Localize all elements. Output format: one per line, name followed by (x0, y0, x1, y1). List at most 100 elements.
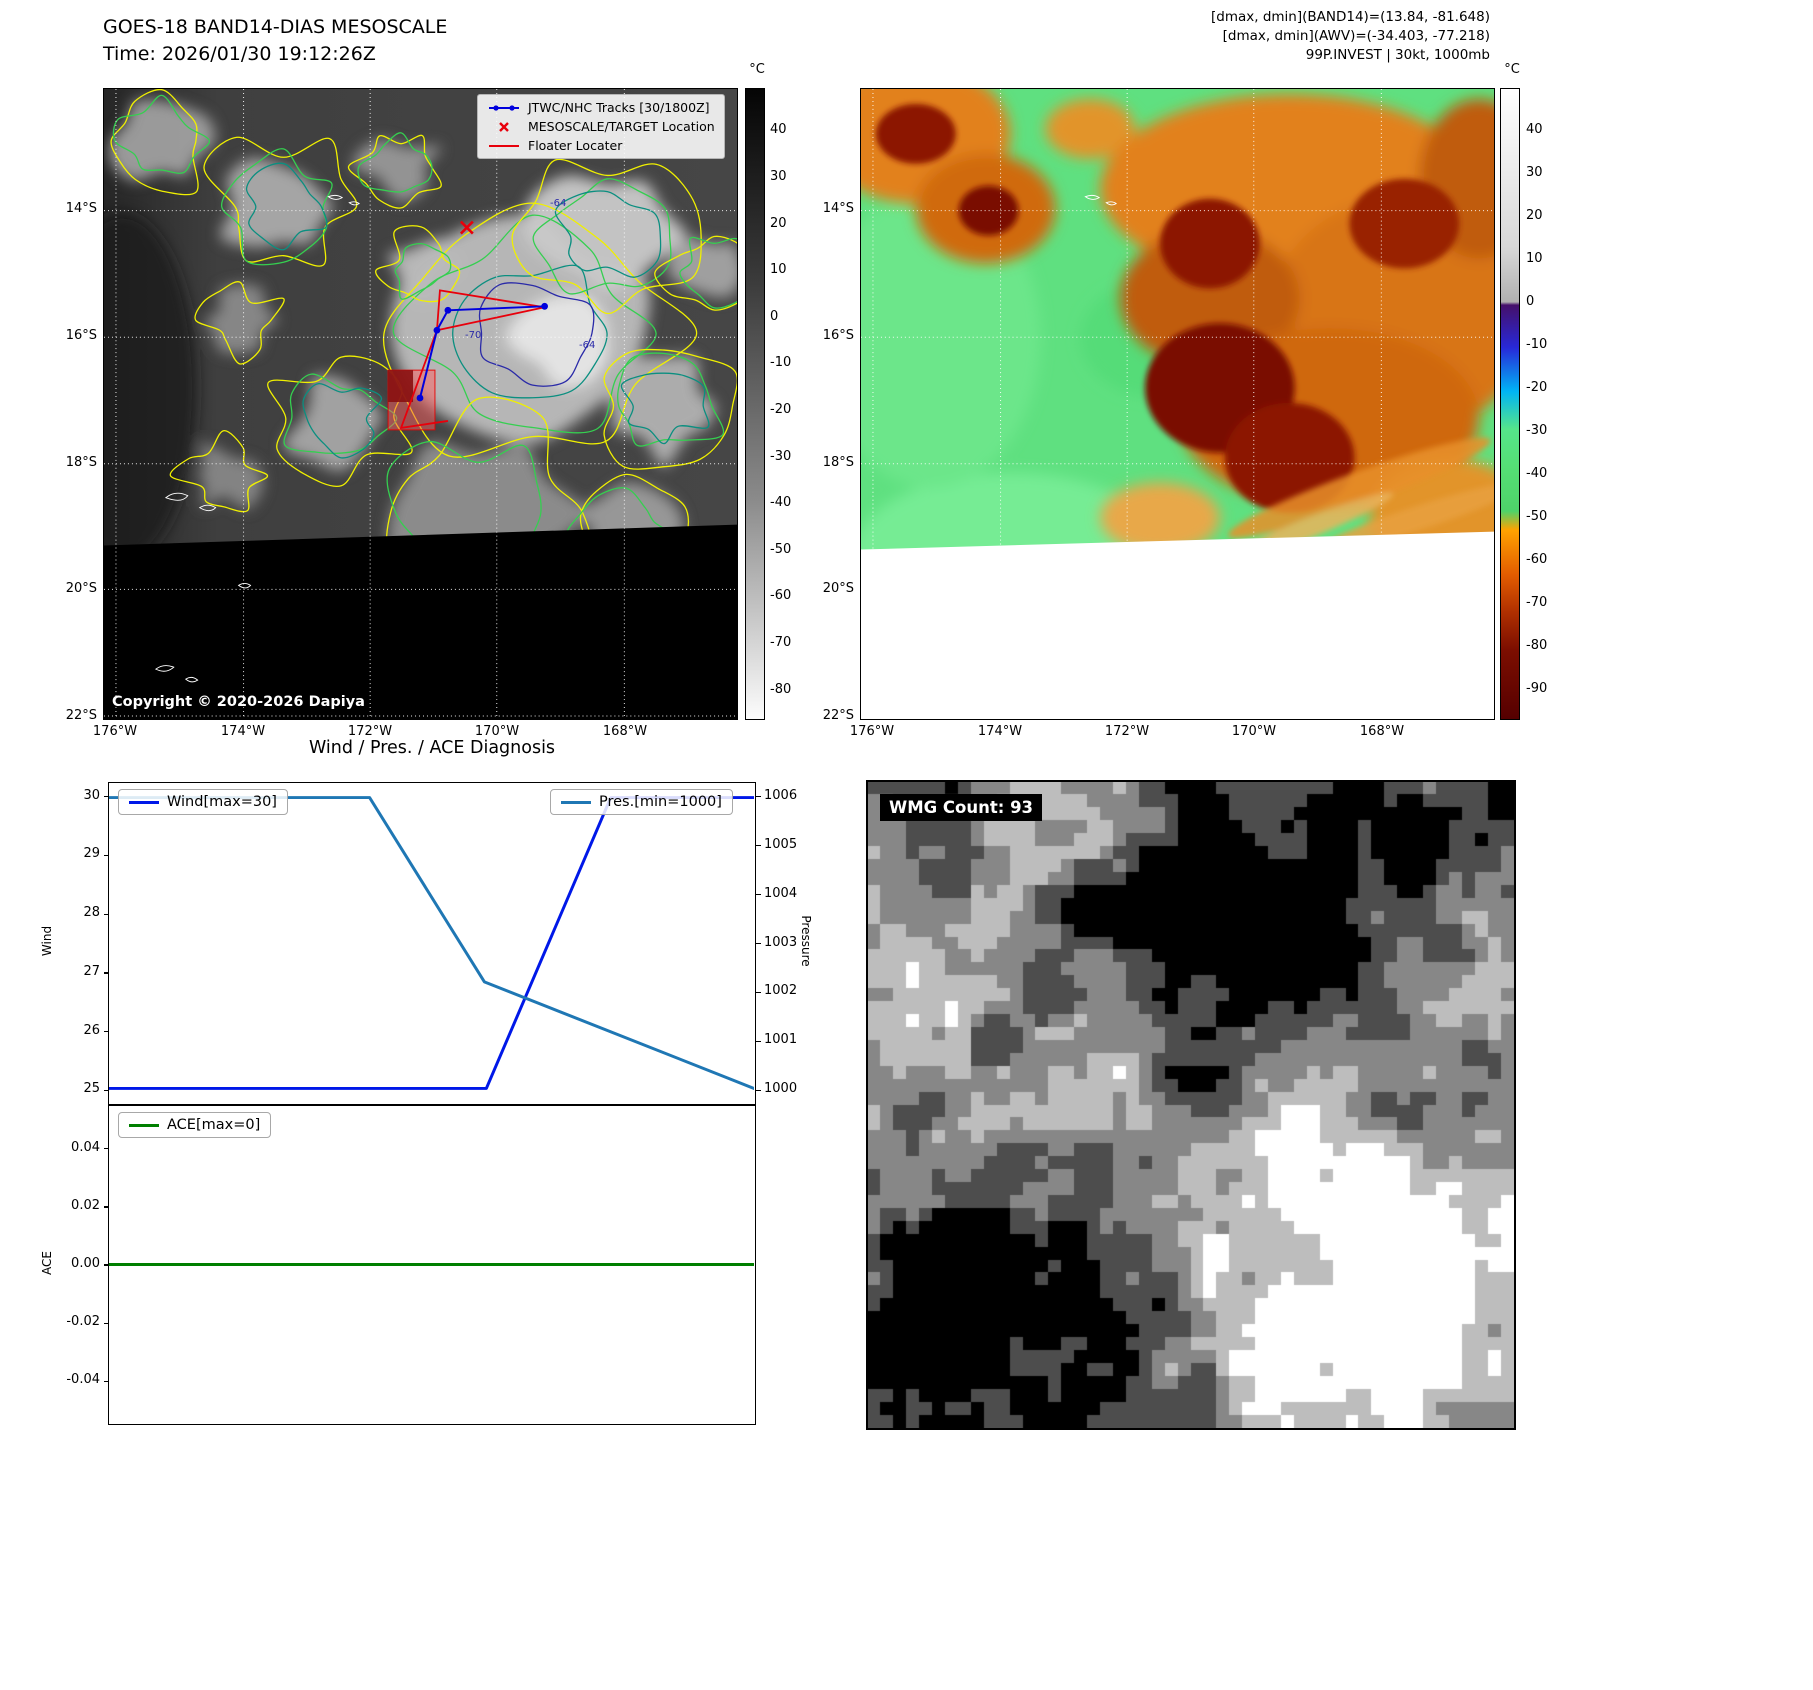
map-y-tick-label: 20°S (65, 581, 97, 596)
b14-island-coastlines (154, 194, 360, 683)
chart-tick-label: 1003 (764, 934, 798, 950)
awv-colorbar-unit: °C (1504, 62, 1520, 77)
dmax-dmin-awv: [dmax, dmin](AWV)=(-34.403, -77.218) (1222, 28, 1490, 44)
contour-value-label: -64 (550, 198, 567, 209)
map-x-tick-label: 172°W (347, 724, 393, 739)
colorbar-tick-label: 30 (1526, 165, 1543, 181)
b14-jtwc-track (416, 302, 548, 402)
colorbar-tick-label: -60 (770, 588, 792, 604)
band14-colorbar (745, 88, 765, 720)
colorbar-tick-label: -50 (770, 541, 792, 557)
band14-satellite-map (103, 88, 738, 720)
band14-map-legend: JTWC/NHC Tracks [30/1800Z] MESOSCALE/TARG… (477, 94, 725, 159)
wmg-count-badge: WMG Count: 93 (880, 794, 1043, 821)
tick-mark (103, 854, 108, 857)
wind-pressure-plot-area (109, 796, 754, 1090)
lat-lon-grid (861, 89, 1494, 719)
chart-legend-entry: Wind[max=30] (129, 794, 277, 810)
colorbar-tick-label: -50 (1526, 509, 1548, 525)
chart-tick-label: -0.04 (66, 1372, 100, 1388)
band14-timestamp: Time: 2026/01/30 19:12:26Z (103, 43, 376, 65)
chart-tick-label: 0.04 (71, 1139, 100, 1155)
chart-legend: ACE[max=0] (118, 1112, 272, 1138)
map-x-tick-label: 168°W (602, 724, 648, 739)
colorbar-tick-label: 0 (1526, 294, 1535, 310)
ace-axis-label: ACE (40, 1251, 54, 1275)
chart-tick-label: 28 (83, 905, 100, 921)
b14-target-core (388, 370, 414, 403)
track-line-icon (489, 104, 519, 111)
colorbar-tick-label: 10 (1526, 251, 1543, 267)
legend-line-sample (129, 800, 159, 804)
map-x-tick-label: 170°W (474, 724, 520, 739)
colorbar-tick-label: -40 (770, 495, 792, 511)
colorbar-tick-label: -20 (1526, 380, 1548, 396)
wind-axis-label: Wind (40, 925, 54, 957)
awv-satellite-map (860, 88, 1495, 720)
tick-mark (103, 1148, 108, 1150)
colorbar-tick-label: -60 (1526, 552, 1548, 568)
contour-value-label: -70 (465, 330, 482, 341)
chart-tick-label: 1001 (764, 1032, 798, 1048)
map-y-tick-label: 22°S (65, 708, 97, 723)
map-legend-entry: JTWC/NHC Tracks [30/1800Z] (487, 100, 715, 115)
tick-mark (103, 1030, 108, 1033)
red-line-icon (489, 144, 519, 147)
tick-mark (756, 796, 761, 798)
legend-label: Wind[max=30] (167, 794, 277, 810)
map-legend-label: Floater Locater (528, 138, 623, 153)
tick-mark (756, 1040, 761, 1043)
band14-title-block: GOES-18 BAND14-DIAS MESOSCALE Time: 2026… (103, 14, 447, 68)
legend-line-sample (561, 800, 591, 804)
ace-plot-area (109, 1263, 754, 1266)
band14-satellite-image (104, 89, 737, 719)
tick-mark (756, 893, 761, 896)
tick-mark (756, 1089, 761, 1091)
chart-legend: Wind[max=30] (118, 789, 288, 815)
map-y-tick-label: 14°S (65, 201, 97, 216)
chart-legend-entry: ACE[max=0] (129, 1117, 260, 1133)
tick-mark (103, 1206, 108, 1208)
colorbar-tick-label: -80 (1526, 638, 1548, 654)
awv-satellite-image (861, 89, 1494, 719)
legend-label: Pres.[min=1000] (599, 794, 722, 810)
chart-tick-label: -0.02 (66, 1314, 100, 1330)
colorbar-tick-label: 20 (1526, 208, 1543, 224)
colorbar-tick-label: -30 (770, 448, 792, 464)
tick-mark (103, 1264, 108, 1266)
map-legend-label: JTWC/NHC Tracks [30/1800Z] (528, 100, 710, 115)
colorbar-tick-label: 40 (770, 122, 787, 138)
chart-tick-label: 1002 (764, 983, 798, 999)
tick-mark (103, 972, 108, 974)
chart-tick-label: 1005 (764, 836, 798, 852)
b14-no-data-region (104, 524, 737, 719)
colorbar-tick-label: -10 (770, 355, 792, 371)
map-x-tick-label: 170°W (1231, 724, 1277, 739)
tick-mark (756, 845, 761, 847)
colorbar-tick-label: -70 (770, 635, 792, 651)
lat-lon-grid (104, 89, 737, 719)
x-marker-icon (499, 121, 509, 132)
map-x-tick-label: 174°W (220, 724, 266, 739)
tick-mark (103, 1380, 108, 1383)
band14-colorbar-unit: °C (749, 62, 765, 77)
invest-status: 99P.INVEST | 30kt, 1000mb (1305, 47, 1490, 63)
chart-tick-label: 30 (83, 787, 100, 803)
tick-mark (756, 991, 761, 994)
tick-mark (103, 1322, 108, 1324)
series-Pres.[min=1000] (109, 796, 754, 1090)
chart-tick-label: 1006 (764, 787, 798, 803)
colorbar-tick-label: -90 (1526, 681, 1548, 697)
map-x-tick-label: 168°W (1359, 724, 1405, 739)
map-legend-entry: Floater Locater (487, 138, 715, 153)
chart-tick-label: 25 (83, 1081, 100, 1097)
map-y-tick-label: 18°S (65, 455, 97, 470)
map-y-tick-label: 20°S (822, 581, 854, 596)
dmax-dmin-band14: [dmax, dmin](BAND14)=(13.84, -81.648) (1210, 9, 1490, 25)
series-Wind[max=30] (109, 796, 754, 1090)
chart-tick-label: 1000 (764, 1081, 798, 1097)
legend-label: ACE[max=0] (167, 1117, 261, 1133)
colorbar-tick-label: -10 (1526, 337, 1548, 353)
b14-floater-locater-lines (399, 289, 545, 430)
